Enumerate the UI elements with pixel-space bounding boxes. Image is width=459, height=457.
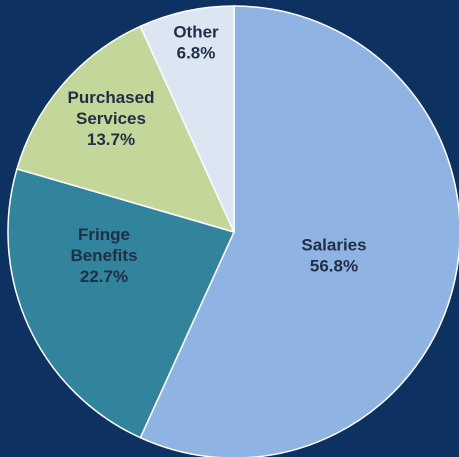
slice-percent-fringe-benefits: 22.7%	[80, 267, 128, 286]
slice-name-fringe-benefits: Benefits	[70, 246, 137, 265]
slice-percent-salaries: 56.8%	[310, 257, 358, 276]
pie-slices	[7, 5, 459, 457]
slice-name-fringe-benefits: Fringe	[78, 225, 130, 244]
slice-name-other: Other	[173, 23, 219, 42]
pie-labels: Salaries 56.8% Fringe Benefits 22.7% Purchase…	[68, 23, 367, 287]
pie-slice-fringe-benefits	[7, 168, 235, 439]
slice-label-purchased-services: Purchased Services 13.7%	[68, 88, 155, 149]
slice-label-fringe-benefits: Fringe Benefits 22.7%	[70, 225, 137, 286]
slice-percent-purchased-services: 13.7%	[87, 130, 135, 149]
slice-name-purchased-services: Services	[76, 109, 146, 128]
pie-slice-other	[139, 5, 235, 233]
slice-name-purchased-services: Purchased	[68, 88, 155, 107]
slice-percent-other: 6.8%	[177, 44, 216, 63]
slice-label-salaries: Salaries 56.8%	[301, 236, 366, 276]
slice-name-salaries: Salaries	[301, 236, 366, 255]
pie-slice-purchased-services	[16, 25, 235, 233]
slice-label-other: Other 6.8%	[173, 23, 219, 63]
